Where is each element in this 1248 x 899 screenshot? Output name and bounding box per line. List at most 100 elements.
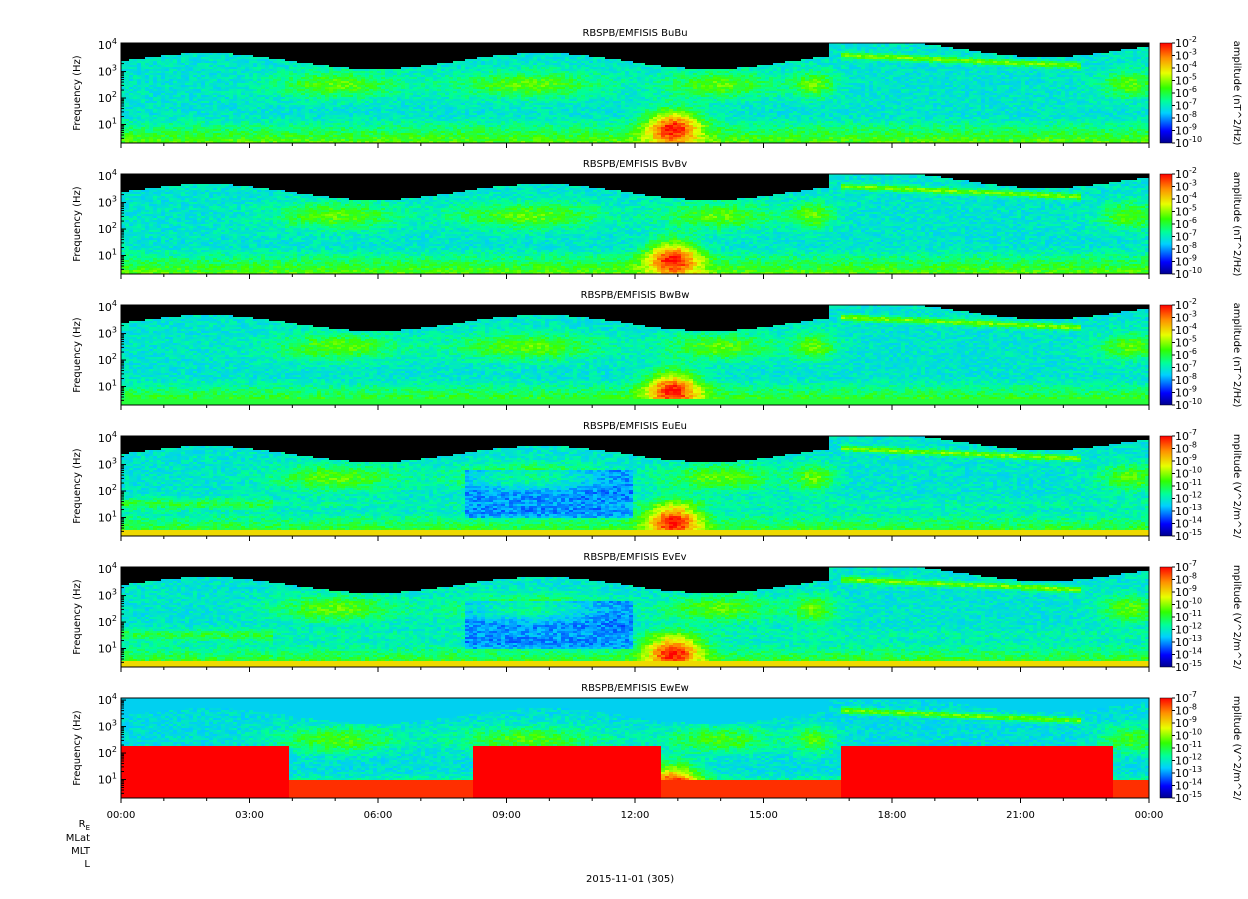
- colorbar-tick-label: 10-7: [1175, 690, 1197, 705]
- colorbar-tick-label: 10-6: [1175, 347, 1197, 362]
- colorbar-tick-label: 10-7: [1175, 428, 1197, 443]
- x-tick-label: 06:00: [364, 810, 393, 821]
- colorbar-tick-label: 10-15: [1175, 659, 1202, 674]
- y-axis-label: Frequency (Hz): [72, 448, 83, 524]
- y-tick-label: 102: [98, 745, 117, 760]
- spectrogram-heatmap: [121, 174, 1149, 274]
- ephemeris-row-mlat: MLat: [65, 833, 90, 844]
- panel-title: RBSPB/EMFISIS BuBu: [582, 28, 687, 39]
- colorbar-tick-label: 10-4: [1175, 322, 1197, 337]
- time-axis: 00:00 03:00 06:00 09:00 12:00 15:00 18:00 21:00…: [107, 810, 1164, 821]
- panel-title: RBSPB/EMFISIS BwBw: [581, 290, 690, 301]
- spectrogram-heatmap: [121, 43, 1149, 143]
- colorbar-tick-label: 10-11: [1175, 740, 1202, 755]
- colorbar-tick-label: 10-12: [1175, 491, 1202, 506]
- ephemeris-re-label: R: [78, 819, 86, 830]
- colorbar-label: amplitude (nT^2/Hz): [1231, 172, 1242, 277]
- colorbar-tick-label: 10-10: [1175, 466, 1202, 481]
- colorbar: [1159, 304, 1173, 406]
- colorbar-tick-label: 10-4: [1175, 191, 1197, 206]
- colorbar-tick-label: 10-8: [1175, 572, 1197, 587]
- colorbar-label: amplitude (nT^2/Hz): [1231, 303, 1242, 408]
- y-axis-label: Frequency (Hz): [72, 579, 83, 655]
- colorbar-tick-label: 10-8: [1175, 372, 1197, 387]
- colorbar-tick-label: 10-2: [1175, 166, 1197, 181]
- colorbar: [1159, 566, 1173, 668]
- y-tick-label: 101: [98, 771, 117, 786]
- colorbar-tick-label: 10-7: [1175, 559, 1197, 574]
- colorbar-tick-label: 10-2: [1175, 297, 1197, 312]
- colorbar-tick-label: 10-10: [1175, 597, 1202, 612]
- panels-group: RBSPB/EMFISIS BuBu 101 102 103 104 Frequency …: [72, 28, 1242, 805]
- colorbar-tick-label: 10-10: [1175, 397, 1202, 412]
- spectrogram-panel: RBSPB/EMFISIS EuEu 101 102 103 104 Frequency …: [72, 421, 1242, 543]
- panel-title: RBSPB/EMFISIS EuEu: [583, 421, 687, 432]
- spectrogram-panel: RBSPB/EMFISIS EvEv 101 102 103 104 Frequency …: [72, 552, 1242, 674]
- y-axis-label: Frequency (Hz): [72, 186, 83, 262]
- x-tick-label: 21:00: [1006, 810, 1035, 821]
- y-tick-label: 104: [98, 692, 117, 707]
- colorbar-tick-label: 10-3: [1175, 48, 1197, 63]
- y-axis-label: Frequency (Hz): [72, 710, 83, 786]
- colorbar-tick-label: 10-8: [1175, 441, 1197, 456]
- colorbar-tick-label: 10-14: [1175, 516, 1202, 531]
- colorbar-tick-label: 10-7: [1175, 360, 1197, 375]
- x-tick-label: 15:00: [749, 810, 778, 821]
- colorbar-tick-label: 10-5: [1175, 204, 1197, 219]
- colorbar-tick-label: 10-7: [1175, 229, 1197, 244]
- x-tick-label: 09:00: [492, 810, 521, 821]
- y-tick-label: 103: [98, 719, 117, 734]
- spectrogram-heatmap: [121, 436, 1149, 536]
- colorbar-tick-label: 10-13: [1175, 503, 1202, 518]
- colorbar-tick-label: 10-8: [1175, 241, 1197, 256]
- colorbar-tick-label: 10-6: [1175, 85, 1197, 100]
- colorbar-tick-label: 10-9: [1175, 385, 1197, 400]
- colorbar-tick-label: 10-14: [1175, 647, 1202, 662]
- colorbar-tick-label: 10-8: [1175, 703, 1197, 718]
- ephemeris-re-subscript: E: [85, 824, 90, 832]
- colorbar: [1159, 173, 1173, 275]
- colorbar-tick-label: 10-9: [1175, 584, 1197, 599]
- colorbar-tick-label: 10-9: [1175, 453, 1197, 468]
- colorbar-tick-label: 10-10: [1175, 728, 1202, 743]
- y-tick-label: 104: [98, 37, 117, 52]
- colorbar-tick-label: 10-10: [1175, 266, 1202, 281]
- y-tick-label: 101: [98, 640, 117, 655]
- y-axis-label: Frequency (Hz): [72, 55, 83, 131]
- colorbar-tick-label: 10-15: [1175, 790, 1202, 805]
- y-tick-label: 103: [98, 326, 117, 341]
- y-tick-label: 104: [98, 168, 117, 183]
- spectrogram-panel: RBSPB/EMFISIS BwBw 101 102 103 104 Frequency …: [72, 290, 1242, 412]
- y-tick-label: 103: [98, 64, 117, 79]
- colorbar-tick-label: 10-5: [1175, 335, 1197, 350]
- colorbar-tick-label: 10-9: [1175, 715, 1197, 730]
- colorbar-tick-label: 10-3: [1175, 179, 1197, 194]
- colorbar-tick-label: 10-11: [1175, 609, 1202, 624]
- y-tick-label: 102: [98, 90, 117, 105]
- x-tick-label: 00:00: [107, 810, 136, 821]
- colorbar-tick-label: 10-4: [1175, 60, 1197, 75]
- colorbar-label: mplitude (V^2/m^2/: [1231, 696, 1242, 801]
- x-tick-label: 18:00: [878, 810, 907, 821]
- colorbar: [1159, 42, 1173, 144]
- colorbar-label: mplitude (V^2/m^2/: [1231, 434, 1242, 539]
- ephemeris-row-re: RE: [79, 819, 90, 832]
- spectrogram-heatmap: [121, 567, 1149, 667]
- y-axis-label: Frequency (Hz): [72, 317, 83, 393]
- y-tick-label: 102: [98, 483, 117, 498]
- x-tick-label: 03:00: [235, 810, 264, 821]
- colorbar-tick-label: 10-15: [1175, 528, 1202, 543]
- colorbar-tick-label: 10-9: [1175, 254, 1197, 269]
- ephemeris-row-l: L: [84, 859, 90, 870]
- spectrogram-panel: RBSPB/EMFISIS EwEw 101 102 103 104 Frequency …: [72, 683, 1242, 805]
- colorbar-tick-label: 10-10: [1175, 135, 1202, 150]
- colorbar-tick-label: 10-5: [1175, 73, 1197, 88]
- colorbar-tick-label: 10-13: [1175, 765, 1202, 780]
- colorbar-tick-label: 10-3: [1175, 310, 1197, 325]
- y-tick-label: 102: [98, 221, 117, 236]
- colorbar-tick-label: 10-11: [1175, 478, 1202, 493]
- colorbar: [1159, 435, 1173, 537]
- colorbar: [1159, 697, 1173, 799]
- y-tick-label: 103: [98, 195, 117, 210]
